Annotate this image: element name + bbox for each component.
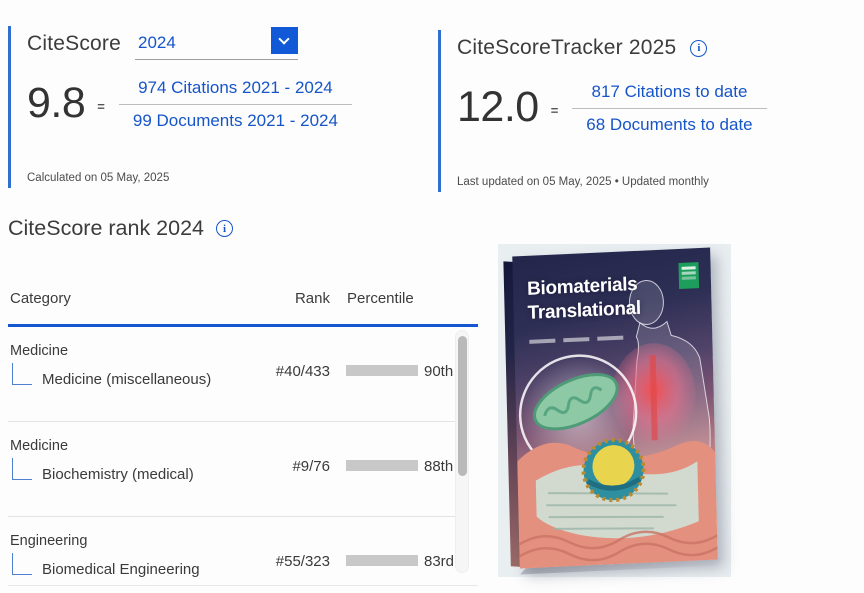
tree-connector-icon [12, 362, 32, 385]
table-scrollbar[interactable] [455, 330, 469, 573]
column-header-category: Category [10, 290, 71, 307]
citescoretracker-card: CiteScoreTracker 2025 12.0 = 817 Citatio… [438, 30, 858, 192]
column-header-rank: Rank [294, 290, 330, 307]
citescore-footnote: Calculated on 05 May, 2025 [27, 172, 170, 184]
journal-cover-image: Biomaterials Translational [498, 244, 731, 577]
citescore-year-dropdown-button[interactable] [271, 27, 299, 54]
rank-value: #40/433 [275, 362, 330, 380]
rank-table-body: Medicine Medicine (miscellaneous) #40/43… [8, 327, 478, 586]
tree-connector-icon [12, 552, 32, 575]
journal-title: Biomaterials Translational [526, 273, 642, 324]
info-icon[interactable] [690, 39, 708, 57]
info-icon[interactable] [216, 220, 233, 237]
subcategory: Biochemistry (medical) [42, 465, 194, 483]
citescore-year-value[interactable]: 2024 [138, 33, 176, 52]
parent-category: Engineering [10, 532, 88, 549]
parent-category: Medicine [10, 342, 69, 359]
tracker-value: 12.0 [457, 83, 539, 131]
subcategory: Medicine (miscellaneous) [42, 370, 212, 388]
book-front-cover: Biomaterials Translational [512, 247, 718, 569]
tracker-title: CiteScoreTracker 2025 [457, 36, 677, 59]
column-header-percentile: Percentile [347, 290, 414, 307]
tracker-footnote: Last updated on 05 May, 2025 • Updated m… [457, 176, 709, 188]
header-rule [8, 324, 478, 327]
documents-link[interactable]: 99 Documents 2021 - 2024 [132, 111, 338, 130]
percentile-bar [346, 364, 418, 376]
percentile-bar [346, 459, 418, 471]
subcategory: Biomedical Engineering [42, 560, 200, 578]
parent-category: Medicine [10, 437, 69, 454]
percentile-bar [346, 554, 418, 566]
chevron-down-icon [278, 33, 290, 45]
table-row: Medicine Medicine (miscellaneous) #40/43… [8, 327, 456, 422]
citescore-card: CiteScore 2024 9.8 = 974 Citations 2021 … [8, 26, 423, 188]
scrollbar-thumb[interactable] [457, 336, 467, 476]
table-row: Medicine Biochemistry (medical) #9/76 88… [8, 422, 456, 517]
citescore-year-select[interactable]: 2024 [135, 27, 299, 60]
citescore-value: 9.8 [27, 79, 86, 127]
percentile-value: 83rd [424, 552, 455, 570]
citescore-fraction: 974 Citations 2021 - 2024 99 Documents 2… [118, 78, 352, 131]
cover-artwork [517, 279, 718, 569]
equals-sign: = [97, 99, 105, 114]
rank-value: #9/76 [292, 457, 330, 475]
rank-table-header: Category Rank Percentile [8, 282, 478, 324]
rank-value: #55/323 [275, 552, 330, 570]
percentile-value: 88th [424, 457, 454, 475]
percentile-value: 90th [424, 362, 454, 380]
documents-to-date-link[interactable]: 68 Documents to date [586, 115, 753, 134]
table-row: Engineering Biomedical Engineering #55/3… [8, 517, 456, 585]
tracker-fraction: 817 Citations to date 68 Documents to da… [572, 82, 767, 135]
fraction-divider [572, 108, 767, 109]
citations-link[interactable]: 974 Citations 2021 - 2024 [138, 78, 333, 97]
publisher-logo-icon [678, 262, 700, 289]
fraction-divider [118, 104, 352, 105]
citescore-title: CiteScore [27, 32, 122, 55]
rank-title: CiteScore rank 2024 [8, 216, 204, 240]
tree-connector-icon [12, 457, 32, 480]
citations-to-date-link[interactable]: 817 Citations to date [591, 82, 748, 101]
rank-table: Category Rank Percentile Medicine Medici… [8, 282, 478, 586]
equals-sign: = [550, 103, 559, 118]
